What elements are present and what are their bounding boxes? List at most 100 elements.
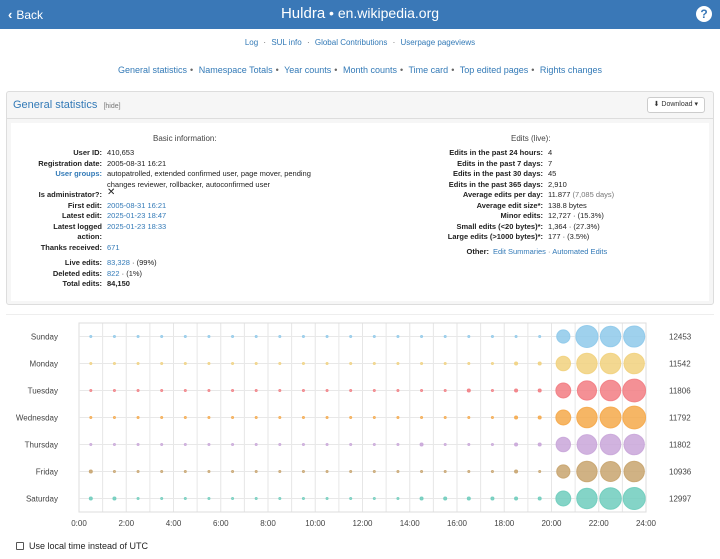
hour-bubble bbox=[467, 416, 471, 419]
hour-bubble bbox=[301, 497, 305, 500]
hour-bubble bbox=[599, 379, 622, 402]
link-global-contributions[interactable]: Global Contributions bbox=[314, 38, 388, 47]
hour-bubble bbox=[600, 461, 622, 482]
day-label: Saturday bbox=[26, 495, 58, 504]
download-label: Download bbox=[661, 101, 693, 108]
back-label: Back bbox=[16, 7, 44, 22]
hour-bubble bbox=[556, 464, 571, 479]
hour-bubble bbox=[136, 389, 140, 392]
day-label: Tuesday bbox=[28, 387, 58, 396]
first-edit-label: First edit: bbox=[67, 200, 102, 210]
small-edits-value: 1,364 · (27.3%) bbox=[548, 221, 600, 231]
x-tick-label: 14:00 bbox=[400, 519, 421, 528]
hour-bubble bbox=[490, 496, 495, 501]
minor-edits-label: Minor edits: bbox=[500, 211, 544, 220]
hour-bubble bbox=[623, 325, 646, 348]
live-edits-link[interactable]: 83,328 bbox=[107, 258, 130, 267]
hour-bubble bbox=[88, 496, 93, 501]
registration-value: 2005-08-31 16:21 bbox=[107, 158, 167, 168]
hour-bubble bbox=[396, 470, 400, 473]
help-icon[interactable]: ? bbox=[696, 6, 712, 22]
nav-time-card[interactable]: Time card bbox=[408, 65, 449, 75]
hour-bubble bbox=[254, 497, 258, 500]
hour-bubble bbox=[278, 470, 282, 473]
hour-bubble bbox=[372, 470, 376, 473]
hour-bubble bbox=[160, 416, 164, 419]
hour-bubble bbox=[112, 443, 116, 446]
hour-bubble bbox=[623, 352, 645, 375]
hour-bubble bbox=[254, 470, 258, 473]
hour-bubble bbox=[623, 460, 645, 483]
day-total: 11806 bbox=[669, 387, 691, 396]
hour-bubble bbox=[514, 335, 518, 338]
hour-bubble bbox=[467, 335, 471, 338]
small-edits-label: Small edits (<20 bytes)*: bbox=[456, 221, 544, 231]
day-label: Sunday bbox=[31, 333, 58, 342]
hour-bubble bbox=[537, 496, 542, 501]
hour-bubble bbox=[278, 335, 282, 338]
hour-bubble bbox=[160, 389, 164, 392]
hour-bubble bbox=[443, 335, 447, 338]
hour-bubble bbox=[419, 496, 424, 501]
x-tick-label: 8:00 bbox=[260, 519, 276, 528]
thanks-link[interactable]: 671 bbox=[107, 242, 120, 252]
latest-edit-link[interactable]: 2025-01-23 18:47 bbox=[107, 211, 167, 220]
hour-bubble bbox=[467, 470, 471, 473]
link-log[interactable]: Log bbox=[244, 38, 259, 47]
nav-namespace-totals[interactable]: Namespace Totals bbox=[198, 65, 273, 75]
hour-bubble bbox=[576, 406, 598, 429]
first-edit-link[interactable]: 2005-08-31 16:21 bbox=[107, 200, 167, 210]
hour-bubble bbox=[349, 362, 353, 365]
hour-bubble bbox=[112, 362, 116, 365]
hour-bubble bbox=[112, 335, 116, 338]
nav-general-statistics[interactable]: General statistics bbox=[118, 65, 188, 75]
hour-bubble bbox=[537, 361, 542, 366]
avg-edit-size-value: 138.8 bytes bbox=[548, 200, 587, 210]
minor-edits-value: 12,727 · (15.3%) bbox=[548, 211, 604, 220]
hour-bubble bbox=[490, 389, 494, 392]
hour-bubble bbox=[112, 416, 116, 419]
panel-header: General statistics [hide] ⬇ Download ▾ bbox=[7, 92, 713, 119]
time-card-chart: Sunday 12453 Monday 11542 Tuesday 11806 Wednes… bbox=[6, 314, 714, 534]
hour-bubble bbox=[372, 335, 376, 338]
x-tick-label: 10:00 bbox=[305, 519, 326, 528]
back-button[interactable]: ‹ Back bbox=[8, 7, 43, 22]
hour-bubble bbox=[301, 389, 305, 392]
local-time-checkbox[interactable] bbox=[16, 542, 24, 550]
hour-bubble bbox=[278, 497, 282, 500]
hour-bubble bbox=[278, 389, 282, 392]
deleted-edits-link[interactable]: 822 bbox=[107, 268, 120, 278]
nav-top-edited-pages[interactable]: Top edited pages bbox=[459, 65, 529, 75]
hour-bubble bbox=[514, 496, 519, 501]
user-groups-line1: autopatrolled, extended confirmed user, … bbox=[107, 169, 311, 178]
download-button[interactable]: ⬇ Download ▾ bbox=[646, 97, 705, 113]
x-tick-label: 4:00 bbox=[166, 519, 182, 528]
hide-link[interactable]: [hide] bbox=[103, 103, 121, 110]
automated-edits-link[interactable]: Automated Edits bbox=[552, 247, 608, 256]
latest-logged-link[interactable]: 2025-01-23 18:33 bbox=[107, 221, 167, 231]
hour-bubble bbox=[372, 443, 376, 446]
hour-bubble bbox=[349, 389, 353, 392]
top-bar: ‹ Back Huldra • en.wikipedia.org ? bbox=[0, 0, 720, 29]
hour-bubble bbox=[231, 443, 235, 446]
user-groups-link[interactable]: User groups: bbox=[55, 169, 102, 178]
link-userpage-pageviews[interactable]: Userpage pageviews bbox=[400, 38, 476, 47]
hour-bubble bbox=[555, 436, 572, 453]
hour-bubble bbox=[443, 362, 447, 365]
other-separator: · bbox=[548, 247, 551, 256]
hour-bubble bbox=[396, 497, 400, 500]
hour-bubble bbox=[396, 443, 400, 446]
live-edits-pct: · (99%) bbox=[132, 258, 157, 267]
nav-rights-changes[interactable]: Rights changes bbox=[539, 65, 602, 75]
local-time-toggle[interactable]: Use local time instead of UTC bbox=[16, 541, 148, 551]
wiki-name: en.wikipedia.org bbox=[337, 5, 440, 21]
total-edits-label: Total edits: bbox=[62, 279, 102, 288]
edit-summaries-link[interactable]: Edit Summaries bbox=[493, 247, 546, 256]
nav-month-counts[interactable]: Month counts bbox=[342, 65, 397, 75]
link-sul-info[interactable]: SUL info bbox=[271, 38, 302, 47]
hour-bubble bbox=[278, 416, 282, 419]
hour-bubble bbox=[88, 469, 93, 474]
top-links: Log · SUL info · Global Contributions · … bbox=[244, 38, 476, 47]
nav-year-counts[interactable]: Year counts bbox=[284, 65, 332, 75]
hour-bubble bbox=[231, 335, 235, 338]
